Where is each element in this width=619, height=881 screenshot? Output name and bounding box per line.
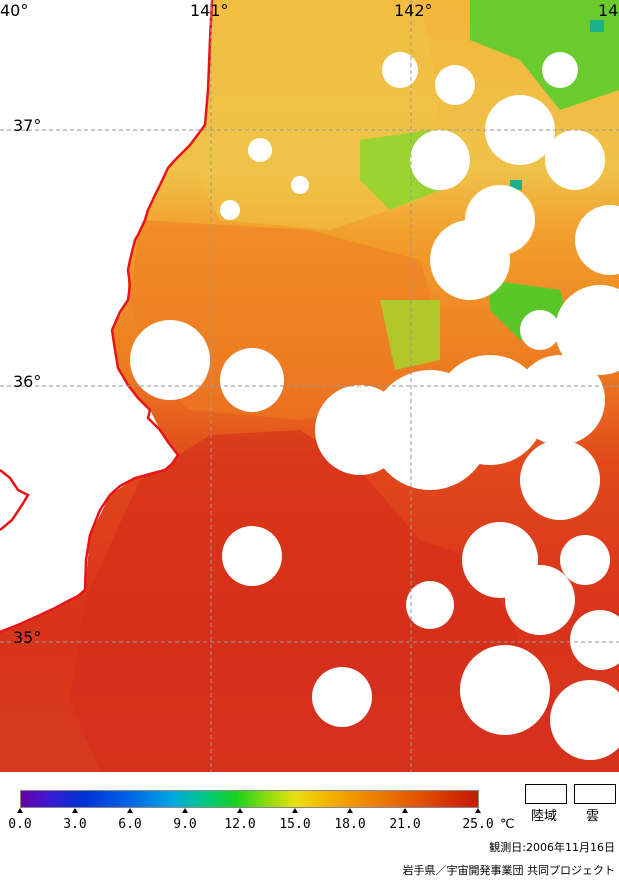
credit-line: 岩手県／宇宙開発事業団 共同プロジェクト [402,864,616,877]
colorbar-tick-label: 0.0 [8,817,32,832]
colorbar-tick [402,808,408,813]
lon-label-141: 141° [190,1,229,20]
colorbar-tick [237,808,243,813]
colorbar-tick-label: 3.0 [63,817,87,832]
cloud-swatch [574,784,616,804]
land-label: 陸域 [531,809,558,824]
colorbar-tick [292,808,298,813]
cloud-mask [130,52,619,760]
legend: 0.0 3.0 6.0 9.0 12.0 15.0 18.0 21.0 25.0… [0,772,619,881]
colorbar-tick-label: 21.0 [389,817,421,832]
colorbar-tick-label: 6.0 [118,817,142,832]
sst-map: 40° 141° 142° 14 37° 36° 35° [0,0,619,772]
colorbar-tick [347,808,353,813]
lat-label-35: 35° [13,628,42,647]
temperature-colorbar [20,790,479,808]
graticule [0,0,619,772]
cyan-patch [510,180,522,190]
unit-label: ℃ [500,817,515,832]
lat-label-37: 37° [13,116,42,135]
cloud-label: 雲 [586,809,600,824]
colorbar-tick-label: 15.0 [279,817,311,832]
colorbar-tick-label: 25.0 [462,817,494,832]
lat-label-36: 36° [13,372,42,391]
colorbar-tick-label: 12.0 [224,817,256,832]
lon-label-142: 142° [394,1,433,20]
inland-coastline [0,469,30,531]
colorbar-tick [475,808,481,813]
land-area [0,0,212,632]
land-swatch [525,784,567,804]
lon-label-143: 14 [598,1,619,20]
green-region-ne [470,0,619,110]
colorbar-tick-label: 9.0 [173,817,197,832]
colorbar-tick [127,808,133,813]
green-region-3 [380,300,440,370]
colorbar-tick [72,808,78,813]
map-canvas [0,0,619,772]
coastline [0,0,214,634]
colorbar-tick-label: 18.0 [334,817,366,832]
lon-label-140: 40° [0,1,29,20]
observation-date: 観測日:2006年11月16日 [489,841,615,854]
colorbar-tick [17,808,23,813]
colorbar-tick [182,808,188,813]
cyan-patch-ne [590,20,604,32]
